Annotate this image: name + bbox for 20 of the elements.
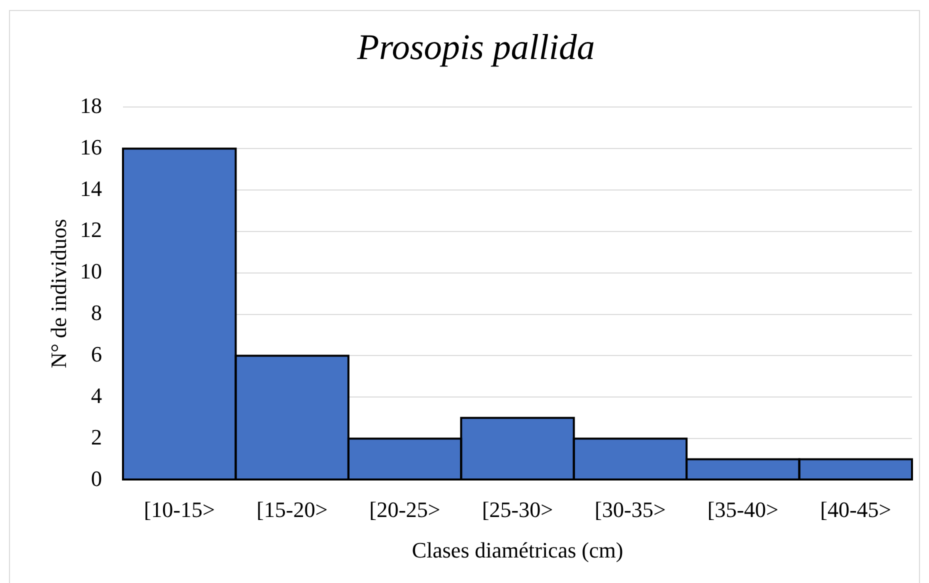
x-tick-label: [25-30>: [482, 496, 554, 522]
y-tick-label: 4: [91, 382, 102, 408]
y-tick-label: 6: [91, 342, 102, 367]
y-tick-label: 2: [91, 424, 102, 450]
x-tick-label: [15-20>: [256, 496, 328, 522]
x-tick-label: [20-25>: [369, 496, 440, 522]
y-tick-label: 16: [80, 134, 102, 160]
y-tick-label: 10: [80, 258, 102, 284]
chart-title: Prosopis pallida: [356, 27, 595, 68]
x-axis-title: Clases diamétricas (cm): [412, 538, 624, 563]
x-tick-label: [40-45>: [820, 496, 892, 522]
y-tick-label: 18: [80, 92, 102, 118]
x-tick-label: [30-35>: [594, 496, 666, 522]
y-tick-label: 14: [80, 176, 102, 201]
y-axis-title: N° de individuos: [46, 218, 71, 368]
y-tick-label: 0: [91, 466, 102, 491]
x-tick-label: [35-40>: [707, 496, 778, 522]
y-tick-label: 8: [91, 300, 102, 326]
x-tick-label: [10-15>: [144, 496, 215, 522]
y-tick-label: 12: [80, 217, 102, 242]
